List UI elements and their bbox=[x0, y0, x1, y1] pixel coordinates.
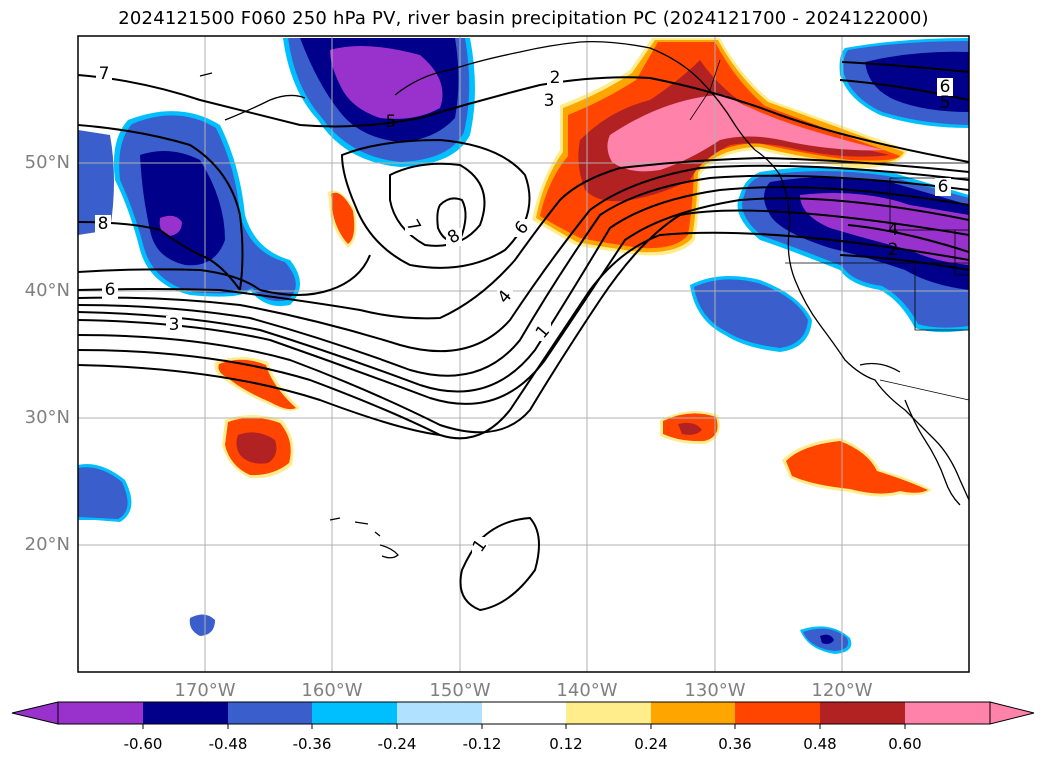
contour-label: 7 bbox=[99, 64, 110, 84]
contour-label: 2 bbox=[550, 68, 561, 88]
contour-label: 2 bbox=[888, 240, 899, 260]
lon-label-130w: 130°W bbox=[684, 680, 746, 701]
map-frame bbox=[77, 35, 970, 673]
pv-contours bbox=[78, 61, 969, 612]
contour-label: 5 bbox=[940, 93, 951, 113]
colorbar-tick-label: 0.48 bbox=[803, 735, 837, 753]
precip-neg-ne bbox=[839, 38, 969, 128]
colorbar-tick-label: -0.24 bbox=[377, 735, 417, 753]
colorbar-tick-label: -0.48 bbox=[208, 735, 248, 753]
precip-neg-west bbox=[78, 111, 300, 306]
coastlines bbox=[199, 40, 969, 559]
colorbar-tick-label: 0.12 bbox=[549, 735, 583, 753]
lon-label-150w: 150°W bbox=[429, 680, 491, 701]
colorbar-tick-label: 0.60 bbox=[888, 735, 922, 753]
colorbar-swatch bbox=[566, 702, 651, 724]
contour-label: 6 bbox=[940, 77, 951, 97]
contour-label: 6 bbox=[105, 280, 116, 300]
lon-label-140w: 140°W bbox=[556, 680, 618, 701]
lat-label-20n: 20°N bbox=[24, 534, 70, 555]
colorbar-tick-label: -0.12 bbox=[462, 735, 502, 753]
lon-label-120w: 120°W bbox=[811, 680, 873, 701]
colorbar-swatch bbox=[397, 702, 482, 724]
contour-label: 8 bbox=[98, 214, 109, 234]
colorbar-swatch bbox=[143, 702, 228, 724]
contour-label: 3 bbox=[169, 315, 180, 335]
colorbar-swatch bbox=[482, 702, 566, 724]
colorbar-extend-high bbox=[989, 701, 1035, 725]
precip-neg-gulf bbox=[283, 38, 475, 167]
lat-label-50n: 50°N bbox=[24, 152, 70, 173]
political-borders bbox=[689, 59, 969, 401]
colorbar-swatch bbox=[228, 702, 312, 724]
colorbar-tick-label: 0.36 bbox=[718, 735, 752, 753]
contour-label: 6 bbox=[938, 177, 949, 197]
colorbar-extend-low bbox=[11, 701, 59, 725]
lat-label-40n: 40°N bbox=[24, 280, 70, 301]
contour-label: 4 bbox=[888, 220, 899, 240]
figure-title: 2024121500 F060 250 hPa PV, river basin … bbox=[118, 8, 929, 29]
colorbar-swatch bbox=[905, 702, 990, 724]
colorbar-tick-label: -0.60 bbox=[123, 735, 163, 753]
contour-labels: 7 2 3 5 8 6 7 8 6 4 1 3 6 6 5 4 2 1 bbox=[95, 64, 953, 556]
lat-label-30n: 30°N bbox=[24, 407, 70, 428]
contour-label: 5 bbox=[386, 112, 397, 132]
contour-label: 3 bbox=[544, 91, 555, 111]
precip-fill-layer bbox=[78, 38, 969, 654]
colorbar-swatch bbox=[735, 702, 820, 724]
colorbar-swatch bbox=[58, 702, 143, 724]
colorbar-tick-label: -0.36 bbox=[292, 735, 332, 753]
colorbar-tick-label: 0.24 bbox=[634, 735, 668, 753]
colorbar-swatch bbox=[312, 702, 397, 724]
colorbar-swatch bbox=[651, 702, 735, 724]
lon-label-170w: 170°W bbox=[174, 680, 236, 701]
colorbar bbox=[11, 701, 1035, 729]
precip-neg-cali bbox=[690, 276, 812, 352]
precip-pos-small bbox=[214, 190, 932, 497]
colorbar-swatch bbox=[820, 702, 905, 724]
precip-neg-small bbox=[78, 263, 852, 654]
lon-label-160w: 160°W bbox=[301, 680, 363, 701]
